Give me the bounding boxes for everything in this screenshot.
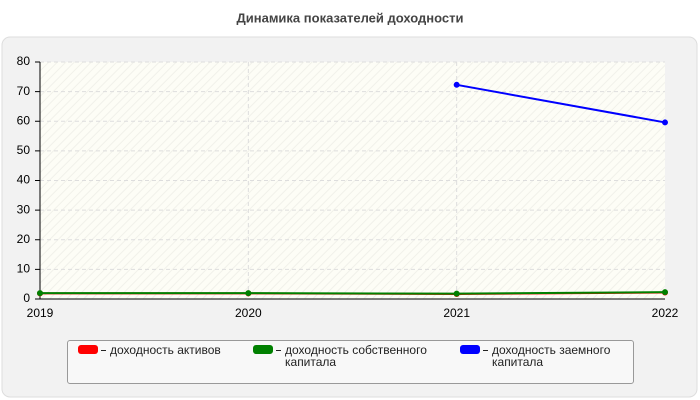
point	[453, 81, 460, 88]
point	[37, 290, 43, 297]
point	[245, 290, 252, 297]
point	[662, 119, 668, 126]
y-tick-label: 80	[17, 54, 31, 68]
legend-dash	[483, 350, 488, 351]
y-tick-label: 60	[17, 113, 31, 127]
legend-dash	[101, 350, 106, 351]
legend-label: доходность заемного капитала	[492, 343, 611, 369]
legend-item: доходность активов	[78, 344, 238, 356]
legend-label: доходность собственного капитала	[285, 343, 427, 369]
x-tick-label: 2020	[235, 306, 262, 320]
y-tick-label: 50	[17, 143, 31, 157]
legend-item: доходность собственного капитала	[253, 344, 433, 368]
y-tick-label: 40	[17, 173, 31, 187]
chart-title: Динамика показателей доходности	[236, 10, 463, 25]
y-tick-label: 20	[17, 232, 31, 246]
x-tick-label: 2019	[27, 306, 54, 320]
legend-item: доходность заемного капитала	[460, 344, 620, 368]
y-tick-label: 30	[17, 202, 31, 216]
legend-label: доходность активов	[110, 343, 221, 357]
legend-swatch	[78, 345, 98, 354]
x-tick-label: 2022	[652, 306, 679, 320]
legend-swatch	[253, 345, 273, 354]
point	[662, 289, 668, 296]
y-tick-label: 10	[17, 262, 31, 276]
point	[453, 290, 460, 297]
series-line	[40, 291, 666, 295]
x-tick-label: 2021	[443, 306, 470, 320]
legend-swatch	[460, 345, 480, 354]
y-tick-label: 70	[17, 84, 31, 98]
y-tick-label: 0	[23, 291, 30, 305]
series-line	[456, 83, 666, 124]
legend-dash	[276, 350, 281, 351]
legend: доходность активов доходность собственног…	[67, 340, 634, 384]
